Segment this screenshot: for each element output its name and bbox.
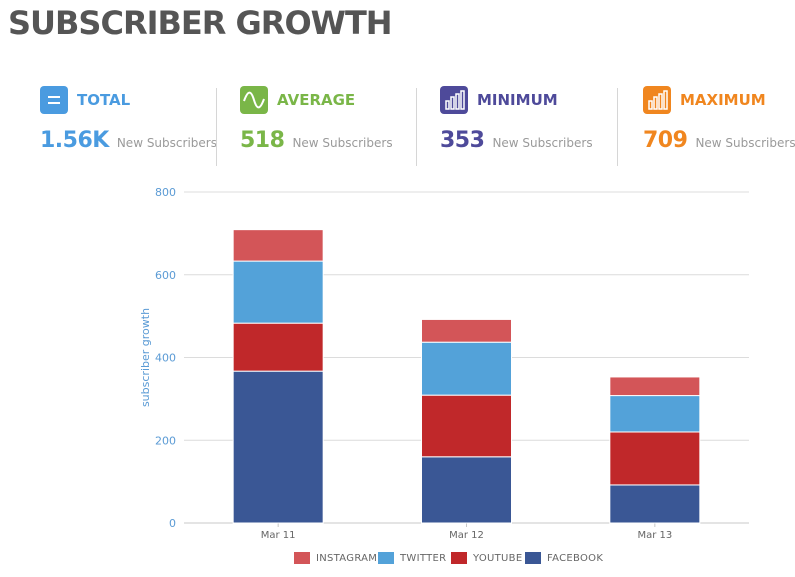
stats-bar: TOTAL 1.56K New Subscribers AVERAGE 518 … bbox=[0, 84, 795, 170]
stat-minimum-value: 353 bbox=[440, 128, 485, 153]
y-tick-label: 600 bbox=[155, 269, 176, 282]
bar-chart-icon bbox=[440, 86, 468, 114]
x-tick-label: Mar 11 bbox=[261, 530, 296, 541]
legend-label: INSTAGRAM bbox=[316, 552, 378, 564]
x-tick-label: Mar 12 bbox=[449, 530, 484, 541]
stat-average-label: AVERAGE bbox=[277, 91, 356, 109]
y-tick-label: 200 bbox=[155, 434, 176, 447]
y-axis-title: subscriber growth bbox=[139, 308, 152, 407]
legend-item-youtube[interactable]: YOUTUBE bbox=[451, 552, 522, 564]
bar-youtube-segment bbox=[421, 394, 512, 458]
stat-total-value: 1.56K bbox=[40, 128, 109, 153]
y-tick-label: 800 bbox=[155, 186, 176, 199]
stat-divider bbox=[216, 88, 217, 166]
wave-icon bbox=[240, 86, 268, 114]
bar-instagram-segment bbox=[232, 229, 324, 262]
y-tick-label: 0 bbox=[169, 517, 176, 530]
bar-instagram-segment bbox=[609, 376, 701, 397]
bar-youtube-segment bbox=[232, 322, 324, 372]
legend-swatch bbox=[451, 552, 467, 564]
stat-maximum-label: MAXIMUM bbox=[680, 91, 766, 109]
stat-total-label: TOTAL bbox=[77, 91, 131, 109]
bar-youtube-segment bbox=[609, 431, 701, 486]
page-title: SUBSCRIBER GROWTH bbox=[8, 4, 393, 42]
bar-facebook-segment bbox=[609, 484, 701, 524]
bar-chart-icon bbox=[643, 86, 671, 114]
bar-twitter-segment bbox=[232, 260, 324, 324]
legend-item-twitter[interactable]: TWITTER bbox=[378, 552, 446, 564]
stat-average-value: 518 bbox=[240, 128, 285, 153]
bar-facebook-segment bbox=[421, 456, 512, 524]
bar-facebook-segment bbox=[232, 370, 324, 524]
legend-swatch bbox=[294, 552, 310, 564]
legend-swatch bbox=[525, 552, 541, 564]
stat-total-sublabel: New Subscribers bbox=[116, 136, 217, 150]
bar-twitter-segment bbox=[609, 395, 701, 433]
legend-label: YOUTUBE bbox=[473, 552, 523, 564]
stat-minimum-sublabel: New Subscribers bbox=[492, 136, 593, 150]
legend-item-facebook[interactable]: FACEBOOK bbox=[525, 552, 603, 564]
x-tick-label: Mar 13 bbox=[637, 530, 672, 541]
chart-legend: INSTAGRAM TWITTER YOUTUBE FACEBOOK bbox=[0, 552, 795, 572]
stat-average-sublabel: New Subscribers bbox=[292, 136, 393, 150]
bar-twitter-segment bbox=[421, 341, 512, 396]
y-tick-label: 400 bbox=[155, 352, 176, 365]
stat-minimum-label: MINIMUM bbox=[477, 91, 558, 109]
stat-maximum-sublabel: New Subscribers bbox=[695, 136, 795, 150]
legend-swatch bbox=[378, 552, 394, 564]
equals-icon bbox=[40, 86, 68, 114]
legend-item-instagram[interactable]: INSTAGRAM bbox=[294, 552, 377, 564]
legend-label: TWITTER bbox=[400, 552, 447, 564]
legend-label: FACEBOOK bbox=[547, 552, 604, 564]
stat-divider bbox=[617, 88, 618, 166]
stat-divider bbox=[416, 88, 417, 166]
bar-instagram-segment bbox=[421, 318, 512, 343]
stat-maximum-value: 709 bbox=[643, 128, 688, 153]
